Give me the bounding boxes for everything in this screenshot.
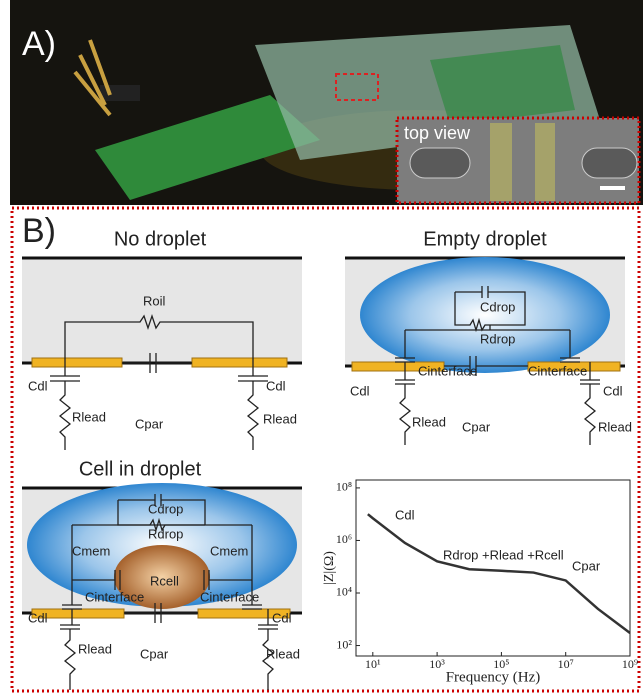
y-tick-label: 10⁶ <box>336 532 352 546</box>
annotation: Rdrop +Rlead +Rcell <box>443 547 564 562</box>
circuit-label: Cdrop <box>480 299 515 314</box>
figure: A) top view B) No droplet Roil Cdl Cdl R… <box>0 0 643 693</box>
circuit-label: Rdrop <box>148 526 183 541</box>
circuit-label: Cinterface <box>85 589 144 604</box>
circuit-label: Cdl <box>28 378 48 393</box>
x-tick-label: 10⁹ <box>622 657 638 671</box>
circuit-label: Cinterface <box>528 363 587 378</box>
impedance-chart: Frequency (Hz) |Z|(Ω) Cdl Rdrop +Rlead +… <box>322 480 638 686</box>
circuit-label: Rlead <box>78 641 112 656</box>
photo: A) top view <box>10 0 643 205</box>
circuit-label: Cpar <box>135 416 164 431</box>
x-tick-label: 10⁷ <box>558 657 574 671</box>
x-axis-label: Frequency (Hz) <box>446 669 541 685</box>
circuit-empty-droplet: Empty droplet Cdrop Rdrop Cinterface Cin… <box>345 228 632 445</box>
circuit-no-droplet: No droplet Roil Cdl Cdl Rlead Cpar Rlead <box>22 228 302 450</box>
annotation: Cdl <box>395 507 415 522</box>
y-tick-label: 10² <box>336 637 352 651</box>
circuit-label: Rdrop <box>480 331 515 346</box>
circuit-label: Cmem <box>210 543 248 558</box>
circuit-label: Cdl <box>350 383 370 398</box>
circuit-cell-in-droplet: Cell in droplet Cdrop Rdrop Cmem Cmem Rc… <box>22 458 302 690</box>
circuit-label: Cdrop <box>148 501 183 516</box>
x-tick-label: 10⁵ <box>493 657 509 671</box>
panel-label: A) <box>22 25 56 63</box>
circuit-label: Roil <box>143 293 166 308</box>
circuit-label: Cinterface <box>200 589 259 604</box>
diagram-title: Empty droplet <box>423 228 547 250</box>
diagram-title: Cell in droplet <box>79 458 202 480</box>
circuit-label: Rlead <box>266 646 300 661</box>
y-tick-label: 10⁴ <box>336 585 352 599</box>
circuit-label: Rcell <box>150 573 179 588</box>
circuit-label: Rlead <box>412 414 446 429</box>
circuit-label: Cdl <box>28 610 48 625</box>
panel-label: B) <box>22 212 56 250</box>
inset-label: top view <box>404 123 471 143</box>
y-axis-label: |Z|(Ω) <box>322 551 337 585</box>
annotation: Cpar <box>572 558 601 573</box>
circuit-label: Cinterface <box>418 363 477 378</box>
circuit-label: Cdl <box>603 383 623 398</box>
circuit-label: Rlead <box>72 409 106 424</box>
circuit-label: Cdl <box>266 378 286 393</box>
x-tick-label: 10³ <box>429 657 445 671</box>
circuit-label: Cpar <box>140 646 169 661</box>
circuit-label: Rlead <box>598 419 632 434</box>
circuit-label: Cmem <box>72 543 110 558</box>
x-tick-label: 10¹ <box>365 657 381 671</box>
circuit-label: Rlead <box>263 411 297 426</box>
circuit-label: Cpar <box>462 419 491 434</box>
diagram-title: No droplet <box>114 228 207 250</box>
circuit-label: Cdl <box>272 610 292 625</box>
y-tick-label: 10⁸ <box>336 480 352 494</box>
